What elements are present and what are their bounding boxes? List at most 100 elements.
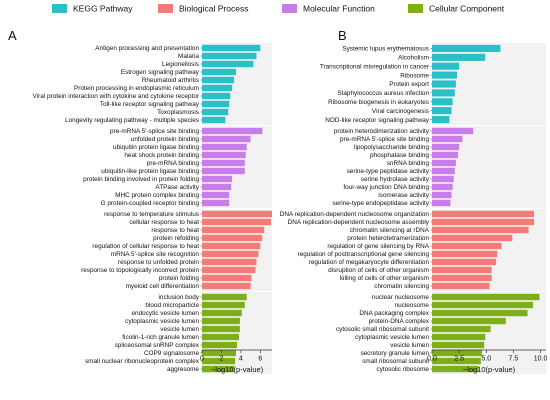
bar-cellular-response-to-heat (202, 218, 272, 226)
bar-snrna-binding (432, 159, 456, 167)
bar-cytoplasmic-vesicle-lumen (202, 317, 240, 325)
bar-transcriptional-misregulation-in-cancer (432, 62, 460, 70)
bar-four-way-junction-dna-binding (432, 183, 453, 191)
category-label: regulation of megakaryocyte differentiat… (309, 259, 430, 266)
category-label: chromatin silencing (374, 283, 429, 290)
bar-cytoplasmic-vesicle-lumen (432, 333, 486, 341)
panel-letter: B (338, 28, 347, 43)
category-label: inclusion body (158, 294, 199, 301)
legend-label: Molecular Function (303, 4, 375, 14)
legend-label: Biological Process (179, 4, 248, 14)
category-label: protein refolding (153, 235, 199, 242)
x-axis: 0.0 2.5 5.0 7.5 10.0 −log10(p-value) (427, 349, 548, 374)
bar-regulation-of-megakaryocyte-differentiat (432, 258, 497, 266)
legend-swatch (52, 4, 67, 13)
category-label: Rheumatoid arthritis (142, 77, 199, 84)
category-label: MHC protein complex binding (115, 192, 199, 199)
bar-response-to-unfolded-protein (202, 258, 257, 266)
category-label: unfolded protein binding (131, 136, 200, 143)
category-label: cytosolic ribosome (376, 366, 429, 373)
category-label: response to topologically incorrect prot… (81, 267, 199, 274)
bar-dna-packaging-complex (432, 309, 528, 317)
category-label: endocytic vesicle lumen (132, 310, 200, 317)
bar-blood-microparticle (202, 301, 245, 309)
bar-cytosolic-ribosome (432, 365, 479, 373)
bar-response-to-heat (202, 226, 265, 234)
bar-protein-dna-complex (432, 317, 506, 325)
bar-pre-mrna-5-splice-site-binding (202, 127, 263, 135)
category-label: Transcriptional misregulation in cancer (320, 63, 430, 70)
category-label: small nuclear ribonucleoprotein complex (85, 358, 200, 365)
category-label: protein-DNA complex (369, 318, 430, 325)
category-label: small ribosomal subunit (362, 358, 429, 365)
category-label: Protein export (389, 81, 429, 88)
category-label: ficolin-1-rich granule lumen (122, 334, 199, 341)
category-label: Viral protein interaction with cytokine … (33, 93, 200, 100)
category-label: spliceosomal snRNP complex (115, 342, 200, 349)
category-label: lipopolysaccharide binding (354, 144, 429, 151)
bar-response-to-topologically-incorrect-prot (202, 266, 256, 274)
bar-estrogen-signaling-pathway (202, 68, 237, 76)
bar-nod-like-receptor-signaling-pathway (432, 116, 450, 124)
bar-ribosome (432, 71, 457, 79)
category-label: mRNA 5'-splice site recognition (111, 251, 200, 258)
category-label: protein folding (159, 275, 200, 282)
category-label: Malaria (178, 53, 199, 60)
bar-legionellosis (202, 60, 254, 68)
group-kegg-pathway: Systemic lupus erythematosus AlcoholismTr… (320, 43, 546, 125)
category-label: regulation of posttranscriptional gene s… (298, 251, 430, 258)
category-label: isomerase activity (378, 192, 430, 199)
category-label: NOD-like receptor signaling pathway (325, 117, 430, 124)
bar-secretory-granule-lumen (432, 349, 482, 357)
bar-staphylococcus-aureus-infection (432, 89, 455, 97)
bar-mhc-protein-complex-binding (202, 191, 230, 199)
category-label: Legionellosis (162, 61, 199, 68)
x-tick-label: 0 (200, 356, 204, 363)
bar-dna-replication-dependent-nucleosome-org (432, 210, 535, 218)
category-label: nuclear nucleosome (372, 294, 430, 301)
category-label: killing of cells of other organism (340, 275, 429, 282)
bar-pre-mrna-5-splice-site-binding (432, 135, 463, 143)
bar-serine-type-peptidase-activity (432, 167, 455, 175)
bar-alcoholism (432, 53, 486, 61)
bar-heat-shock-protein-binding (202, 151, 246, 159)
category-label: cytosolic small ribosomal subunit (336, 326, 429, 333)
bar-vesicle-lumen (202, 325, 240, 333)
bar-longevity-regulating-pathway-multiple-sp (202, 116, 226, 124)
legend-swatch (282, 4, 297, 13)
panel-letter: A (8, 28, 17, 43)
bar-chromatin-silencing (432, 282, 490, 290)
bar-protein-processing-in-endoplasmic-reticu (202, 84, 233, 92)
bar-aggresome (202, 365, 235, 373)
category-label: response to unfolded protein (118, 259, 199, 266)
category-label: serine-type peptidase activity (347, 168, 430, 175)
bar-cytosolic-small-ribosomal-subunit (432, 325, 491, 333)
category-label: Alcoholism (398, 55, 429, 62)
category-label: cytoplasmic vesicle lumen (125, 318, 199, 325)
category-label: pre-mRNA 5'-splice site binding (340, 136, 429, 143)
category-label: ubiquitin protein ligase binding (113, 144, 199, 151)
legend-swatch (408, 4, 423, 13)
x-tick-label: 7.5 (509, 356, 519, 363)
bar-malaria (202, 52, 257, 60)
bar-protein-binding-involved-in-protein-fold (202, 175, 233, 183)
category-label: Ribosome biogenesis in eukaryotes (328, 99, 429, 106)
x-tick-label: 5.0 (481, 356, 491, 363)
x-tick-label: 10.0 (534, 356, 548, 363)
bar-lipopolysaccharide-binding (432, 143, 460, 151)
bar-serine-hydrolase-activity (432, 175, 454, 183)
category-label: secretory granule lumen (360, 350, 429, 357)
legend-item-cellular-component: Cellular Component (408, 4, 505, 14)
category-label: disruption of cells of other organism (328, 267, 429, 274)
category-label: Estrogen signaling pathway (121, 69, 200, 76)
bar-protein-refolding (202, 234, 263, 242)
x-axis: 0 2 4 6 −log10(p-value) (200, 349, 272, 374)
category-label: serine-type endopeptidase activity (332, 200, 429, 207)
x-tick-label: 0.0 (427, 356, 437, 363)
x-tick-label: 6 (258, 356, 262, 363)
category-label: ATPase activity (155, 184, 199, 191)
category-label: blood microparticle (145, 302, 199, 309)
